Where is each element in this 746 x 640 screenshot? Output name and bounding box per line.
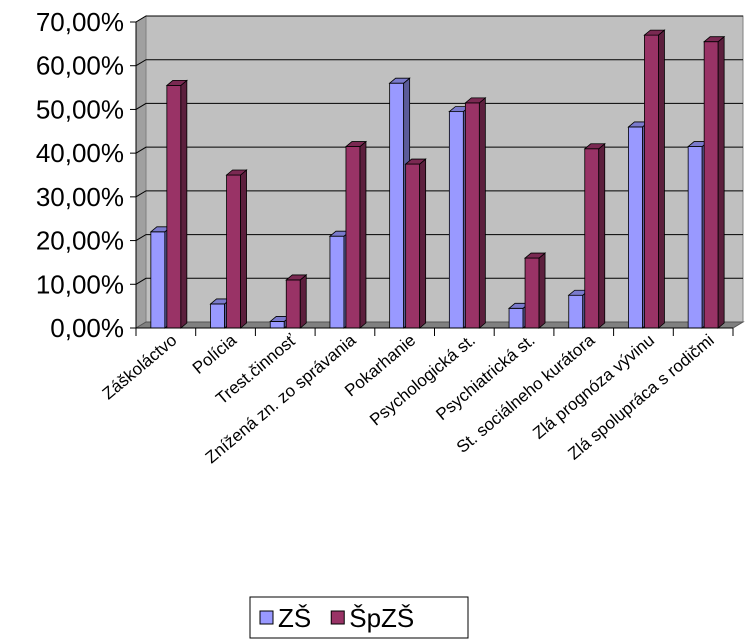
legend-box xyxy=(249,596,469,639)
y-tick-label: 60,00% xyxy=(36,51,124,81)
bar-side xyxy=(717,35,725,329)
legend-swatch xyxy=(259,610,274,625)
bar-ŠpZŠ xyxy=(404,158,427,329)
bar-side xyxy=(180,79,188,329)
bar-ŠpZŠ xyxy=(225,169,248,329)
bar-top xyxy=(643,29,666,36)
y-tick-label: 50,00% xyxy=(36,94,124,124)
bar-front xyxy=(524,257,540,329)
legend-label: ZŠ xyxy=(278,603,311,633)
bar-side xyxy=(658,29,665,329)
bar-top xyxy=(388,77,411,84)
bar-top xyxy=(344,141,368,147)
gridline xyxy=(135,15,743,23)
bar-front xyxy=(703,41,719,329)
bar-ŠpZŠ xyxy=(583,142,606,329)
bar-top xyxy=(225,169,248,176)
bar-front xyxy=(405,163,421,329)
gridline xyxy=(135,190,743,198)
y-tick-label: 30,00% xyxy=(36,182,124,212)
bar-front xyxy=(210,303,225,329)
bar-front xyxy=(464,102,480,329)
bars xyxy=(149,29,726,329)
gridline xyxy=(135,59,743,67)
legend: ZŠ ŠpZŠ xyxy=(249,596,469,639)
bar-front xyxy=(448,111,464,329)
bar-side xyxy=(359,140,367,329)
bar-side xyxy=(478,97,486,329)
bar-front xyxy=(568,294,584,329)
y-tick-label: 70,00% xyxy=(36,7,124,37)
bar-front xyxy=(644,34,659,329)
bar-side xyxy=(240,169,247,329)
bar-side xyxy=(598,142,606,329)
bar-top xyxy=(285,274,308,281)
bar-ŠpZŠ xyxy=(344,140,368,329)
bar-top xyxy=(404,158,427,165)
bar-front xyxy=(285,279,301,329)
bar-ŠpZŠ xyxy=(285,274,308,329)
bar-front xyxy=(687,146,703,329)
bar-ŠpZŠ xyxy=(643,29,666,329)
y-tick-label: 10,00% xyxy=(36,269,124,299)
bar-front xyxy=(389,82,405,329)
bar-front xyxy=(628,126,643,329)
legend-label: ŠpZŠ xyxy=(349,603,414,633)
bar-front xyxy=(269,321,285,329)
gridline xyxy=(135,146,743,154)
bar-front xyxy=(508,307,524,329)
bar-ŠpZŠ xyxy=(703,35,726,329)
gridline xyxy=(135,234,743,242)
gridline xyxy=(135,102,743,110)
bar-front xyxy=(166,84,182,329)
bar-ŠpZŠ xyxy=(523,252,547,329)
x-category-label: Psychiatrická st. xyxy=(432,331,538,424)
y-axis-tick-labels: 0,00% 10,00% 20,00% 30,00% 40,00% 50,00% 60,00… xyxy=(36,7,124,343)
legend-swatch xyxy=(330,610,345,625)
bar-front xyxy=(584,148,600,329)
bar-top xyxy=(523,252,547,259)
y-tick-label: 40,00% xyxy=(36,138,124,168)
bar-top xyxy=(464,97,487,104)
bar-top xyxy=(583,143,606,150)
bar-side xyxy=(538,252,546,329)
bar-front xyxy=(226,174,241,329)
bar-front xyxy=(150,231,166,329)
bar-front xyxy=(329,235,345,329)
y-tick-label: 20,00% xyxy=(36,226,124,256)
axes xyxy=(135,22,734,336)
y-tick-label: 0,00% xyxy=(50,313,124,343)
x-category-label: Polícia xyxy=(189,330,241,378)
bar-top xyxy=(703,36,726,43)
bar-side xyxy=(299,274,307,329)
bar-front xyxy=(345,146,361,329)
bar-side xyxy=(419,158,427,329)
bar-top xyxy=(165,79,188,86)
x-category-label: Psychologická st. xyxy=(366,331,479,430)
bar-ŠpZŠ xyxy=(165,79,188,329)
bar-ŠpZŠ xyxy=(464,97,487,329)
